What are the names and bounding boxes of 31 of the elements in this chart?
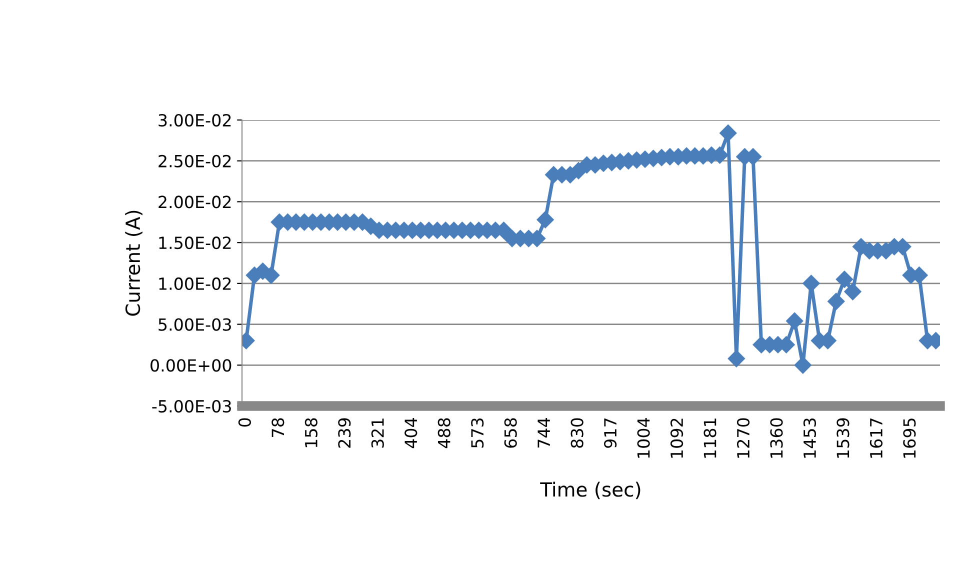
x-tick-label: 1004: [637, 418, 650, 458]
y-tick-label: 2.50E-02: [158, 154, 231, 168]
y-tick-label: -5.00E-03: [152, 400, 231, 413]
y-axis-title: Current (A): [125, 210, 142, 316]
y-tick-label: 1.50E-02: [159, 236, 231, 250]
y-tick-label: 0.00E+00: [150, 359, 232, 372]
x-tick-label: 830: [570, 418, 584, 448]
x-tick-label: 1539: [836, 418, 850, 458]
y-tick-label: 2.00E-02: [158, 196, 231, 208]
y-tick-label: 5.00E-03: [158, 318, 231, 331]
x-tick-label: 573: [471, 418, 484, 448]
x-tick-label: 1360: [770, 418, 783, 458]
x-tick-label: 917: [604, 418, 617, 448]
x-tick-label: 321: [371, 418, 384, 448]
x-tick-label: 1181: [704, 418, 716, 458]
x-tick-label: 404: [404, 418, 418, 448]
x-tick-label: 1270: [736, 418, 750, 458]
x-axis-title: Time (sec): [540, 482, 640, 500]
x-tick-label: 1617: [870, 418, 883, 458]
x-tick-label: 1092: [670, 418, 684, 458]
x-tick-label: 239: [338, 418, 351, 448]
x-tick-label: 1453: [803, 418, 816, 458]
x-tick-label: 158: [304, 418, 318, 448]
x-tick-label: 78: [272, 418, 284, 437]
y-tick-label: 3.00E-02: [158, 114, 231, 127]
x-tick-label: 658: [504, 418, 517, 448]
y-tick-label: 1.00E-02: [159, 277, 231, 290]
x-tick-label: 488: [438, 418, 450, 448]
x-tick-label: 744: [538, 418, 550, 448]
x-tick-label: 1695: [903, 418, 916, 458]
x-tick-label: 0: [238, 418, 251, 427]
